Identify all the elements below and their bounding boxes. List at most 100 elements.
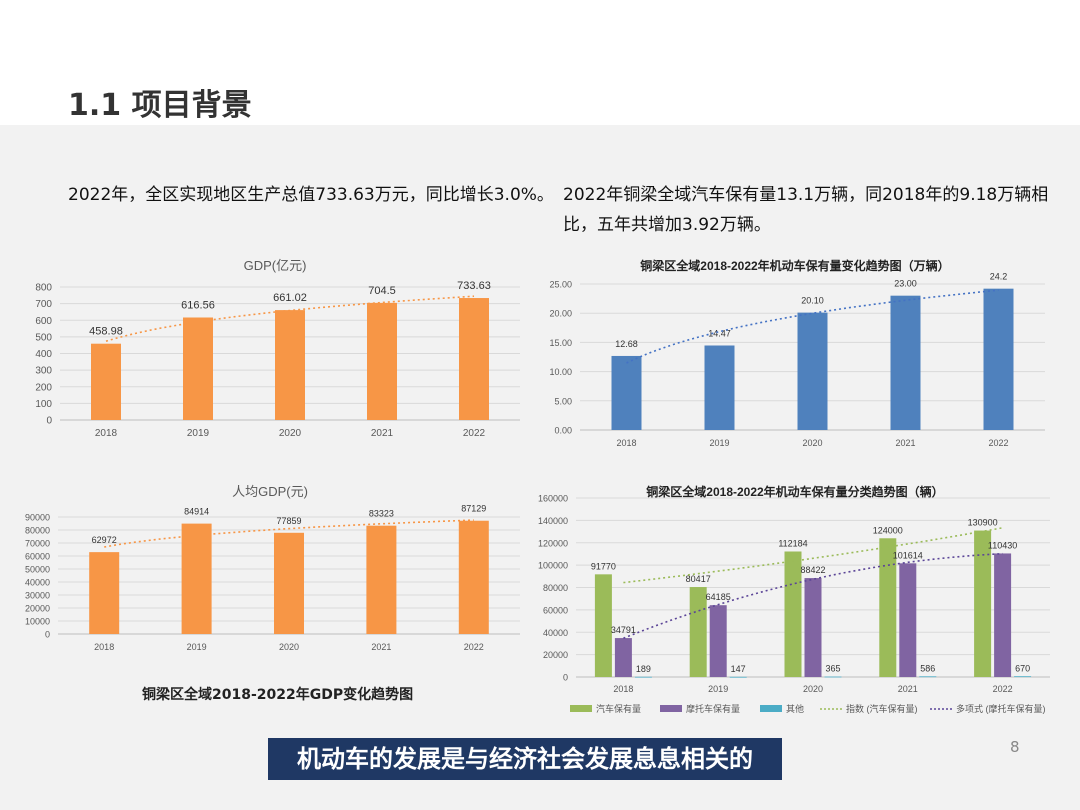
bar [899,563,917,677]
x-tick-label: 2019 [709,438,729,448]
x-tick-label: 2018 [616,438,636,448]
x-tick-label: 2022 [988,438,1008,448]
bar [611,355,642,430]
y-tick-label: 40000 [25,578,50,588]
vehicle-chart: 铜梁区全域2018-2022年机动车保有量变化趋势图（万辆） 0.00 5.00 10… [549,258,1045,448]
y-tick-label: 200 [35,382,52,393]
bar [704,345,735,430]
x-tick-label: 2021 [898,684,918,694]
gdp-note: 2022年，全区实现地区生产总值733.63万元，同比增长3.0%。 [68,185,554,205]
bar [994,553,1012,677]
data-label: 20.10 [801,296,824,306]
chart-title: 铜梁区全域2018-2022年机动车保有量变化趋势图（万辆） [640,258,949,273]
y-tick-label: 90000 [25,513,50,523]
bar [366,525,397,634]
bar [729,676,747,678]
y-tick-label: 120000 [538,538,568,548]
y-tick-label: 50000 [25,565,50,575]
data-label: 83323 [369,509,394,519]
y-tick-label: 20.00 [549,309,572,319]
trendline [626,289,999,364]
data-label: 124000 [873,525,903,535]
data-label: 365 [825,664,840,674]
data-label: 80417 [686,574,711,584]
data-label: 62972 [92,535,117,545]
legend-swatch [660,705,682,712]
bar [367,302,397,420]
data-label: 586 [920,663,935,673]
bar [274,532,304,634]
bar [689,587,707,677]
trendline [623,527,1003,584]
data-label: 661.02 [273,292,307,304]
y-tick-label: 10000 [25,617,50,627]
trendline [104,519,474,548]
legend-label: 其他 [786,703,804,714]
page-number: 8 [1010,738,1020,756]
y-tick-label: 20000 [543,650,568,660]
bar [459,298,489,420]
y-tick-label: 10.00 [549,367,572,377]
y-tick-label: 0 [45,630,50,640]
y-tick-label: 160000 [538,494,568,504]
x-tick-label: 2021 [895,438,915,448]
x-tick-label: 2019 [708,684,728,694]
x-tick-label: 2018 [613,684,633,694]
bar [181,523,212,634]
bar [614,638,632,677]
bar [275,310,305,420]
bar [634,676,652,678]
y-tick-label: 15.00 [549,338,572,348]
data-label: 458.98 [89,326,123,338]
data-label: 24.2 [990,272,1008,282]
x-tick-label: 2018 [95,428,118,439]
y-tick-label: 80000 [543,583,568,593]
data-label: 147 [731,664,746,674]
bar [784,551,802,677]
x-tick-label: 2019 [187,428,210,439]
data-label: 87129 [461,504,486,514]
bar [824,676,842,678]
legend-label: 摩托车保有量 [686,703,740,714]
data-label: 189 [636,664,651,674]
y-tick-label: 0 [46,416,52,427]
data-label: 101614 [893,550,923,560]
vehicle-types-chart: 铜梁区全域2018-2022年机动车保有量分类趋势图（辆） 0 20000 40000… [538,484,1050,714]
y-tick-label: 60000 [25,552,50,562]
y-tick-label: 0 [563,673,568,683]
y-tick-label: 300 [35,366,52,377]
gdp-trend-caption: 铜梁区全域2018-2022年GDP变化趋势图 [142,687,414,703]
trendline [623,552,1003,639]
legend-label: 指数 (汽车保有量) [846,703,918,714]
vehicle-note-line2: 比，五年共增加3.92万辆。 [563,215,771,235]
y-tick-label: 30000 [25,591,50,601]
bar [89,552,120,634]
bar [879,538,897,677]
y-tick-label: 140000 [538,516,568,526]
data-label: 110430 [988,540,1017,550]
content-panel [0,125,1080,810]
x-tick-label: 2019 [187,642,207,652]
y-tick-label: 20000 [25,604,50,614]
data-label: 91770 [591,561,616,571]
y-tick-label: 600 [35,316,52,327]
legend-swatch [570,705,592,712]
bar [594,574,612,677]
y-tick-label: 80000 [25,526,50,536]
data-label: 34791 [611,625,636,635]
chart-title: 铜梁区全域2018-2022年机动车保有量分类趋势图（辆） [646,484,943,499]
trendline [105,295,475,342]
data-label: 704.5 [368,285,396,297]
x-tick-label: 2020 [802,438,822,448]
data-label: 23.00 [894,279,917,289]
data-label: 14.47 [708,328,731,338]
vehicle-note-line1: 2022年铜梁全域汽车保有量13.1万辆，同2018年的9.18万辆相 [563,185,1049,205]
y-tick-label: 60000 [543,605,568,615]
data-label: 77859 [276,516,301,526]
y-tick-label: 400 [35,349,52,360]
y-tick-label: 100000 [538,561,568,571]
bar [1014,676,1032,678]
x-tick-label: 2022 [464,642,484,652]
y-tick-label: 100 [35,399,52,410]
x-tick-label: 2018 [94,642,114,652]
